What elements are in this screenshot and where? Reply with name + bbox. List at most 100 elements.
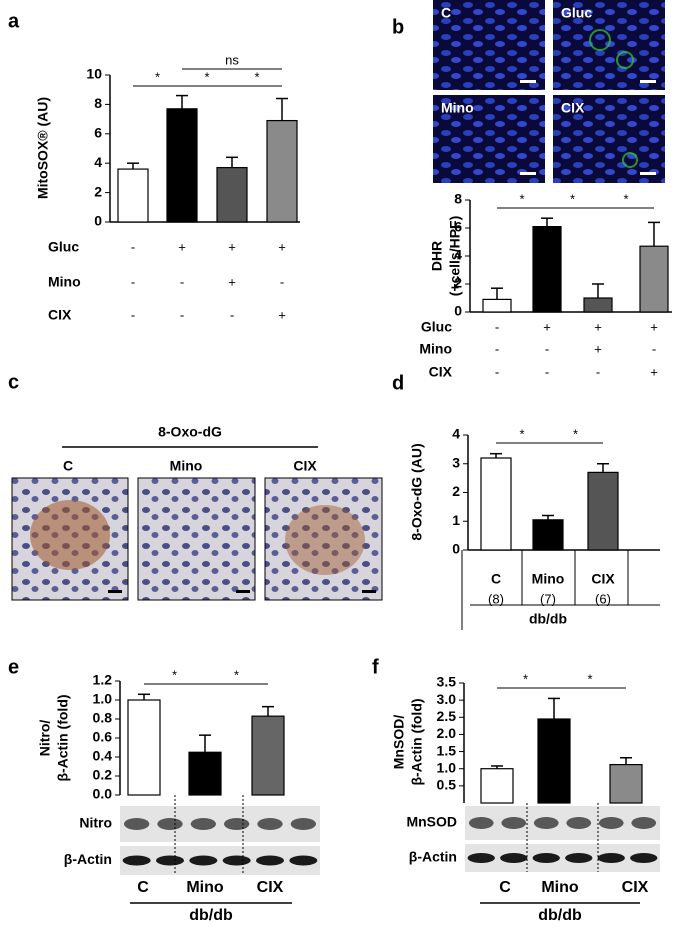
band <box>157 818 183 830</box>
significance-label: * <box>623 191 628 206</box>
y-tick-label: 8 <box>94 95 102 111</box>
y-tick-label: 2 <box>454 275 462 291</box>
treatment-name: Mino <box>48 274 81 290</box>
band <box>500 853 528 863</box>
y-tick-label: 1.0 <box>437 759 457 775</box>
y-tick-label: 4 <box>454 247 462 263</box>
y-tick-label: 4 <box>94 154 102 170</box>
bar <box>266 119 298 223</box>
treatment-sign: - <box>495 319 499 334</box>
band <box>122 855 151 866</box>
bar <box>532 226 562 313</box>
treatment-name: CIX <box>429 364 453 380</box>
y-tick-label: 0.6 <box>93 729 113 745</box>
treatment-sign: - <box>131 307 135 322</box>
band <box>467 853 495 863</box>
panel-letter: d <box>392 372 404 394</box>
y-tick-label: 1.5 <box>437 742 457 758</box>
band <box>598 817 624 829</box>
bar <box>583 297 613 313</box>
y-tick-label: 0 <box>452 541 460 557</box>
significance-label: ns <box>225 52 239 67</box>
significance-label: * <box>172 667 177 682</box>
bar <box>480 457 512 551</box>
bar <box>216 167 248 223</box>
blot-label: β-Actin <box>64 851 112 867</box>
bar <box>251 715 285 796</box>
blot-label: Nitro <box>79 815 112 831</box>
image-label: CIX <box>293 458 317 474</box>
group-label: db/db <box>538 907 582 924</box>
band <box>124 818 150 830</box>
bar <box>537 718 571 804</box>
y-axis-label: (+cells/HPF) <box>447 216 463 297</box>
y-tick-label: 0.2 <box>93 767 113 783</box>
y-tick-label: 6 <box>454 219 462 235</box>
blot-label: β-Actin <box>409 849 457 865</box>
treatment-sign: - <box>180 307 184 322</box>
micrographs-b <box>433 0 665 183</box>
category-label: C <box>491 571 501 587</box>
image-label: Mino <box>441 100 474 116</box>
treatment-sign: - <box>596 364 600 379</box>
significance-label: * <box>519 191 524 206</box>
treatment-sign: + <box>594 319 602 334</box>
y-tick-label: 2 <box>94 183 102 199</box>
treatment-sign: + <box>543 319 551 334</box>
treatment-sign: + <box>278 239 286 254</box>
bar <box>587 471 619 551</box>
y-tick-label: 8 <box>454 191 462 207</box>
blot <box>120 846 320 875</box>
treatment-sign: - <box>545 364 549 379</box>
bar <box>166 108 198 223</box>
treatment-sign: + <box>278 307 286 322</box>
treatment-sign: - <box>652 341 656 356</box>
category-label: C <box>137 879 149 896</box>
y-tick-label: 3 <box>452 454 460 470</box>
band <box>597 853 625 863</box>
bar <box>127 699 161 796</box>
bar <box>480 768 514 804</box>
treatment-sign: - <box>180 274 184 289</box>
y-tick-label: 4 <box>452 426 460 442</box>
category-label: Mino <box>541 879 579 896</box>
blot <box>465 844 660 872</box>
y-tick-label: 0.0 <box>93 786 113 802</box>
treatment-sign: + <box>594 341 602 356</box>
band <box>631 817 657 829</box>
image-label: CIX <box>561 100 585 116</box>
micrographs-c <box>11 446 383 601</box>
y-tick-label: 1 <box>452 512 460 528</box>
n-label: (7) <box>540 591 556 606</box>
band <box>533 817 559 829</box>
treatment-sign: - <box>545 341 549 356</box>
panel-letter: c <box>8 371 19 393</box>
group-label: db/db <box>189 907 233 924</box>
y-tick-label: 2.5 <box>437 708 457 724</box>
treatment-name: Gluc <box>48 239 79 255</box>
treatment-sign: - <box>280 274 284 289</box>
category-label: CIX <box>257 879 284 896</box>
y-tick-label: 0.5 <box>437 777 457 793</box>
n-label: (6) <box>595 591 611 606</box>
bar <box>532 519 564 551</box>
band <box>501 817 527 829</box>
significance-label: * <box>155 69 160 84</box>
image-label: C <box>441 5 451 21</box>
panel-letter: f <box>372 656 379 678</box>
band <box>532 853 560 863</box>
treatment-sign: + <box>228 274 236 289</box>
significance-label: * <box>204 69 209 84</box>
treatment-sign: - <box>131 274 135 289</box>
band <box>224 818 250 830</box>
y-axis-label: β-Actin (fold) <box>55 694 71 781</box>
y-tick-label: 0 <box>94 213 102 229</box>
blot-label: MnSOD <box>406 814 457 830</box>
category-label: Mino <box>532 571 565 587</box>
y-tick-label: 3.0 <box>437 691 457 707</box>
bar <box>609 763 643 804</box>
y-tick-label: 0.4 <box>93 748 113 764</box>
bar <box>639 245 669 313</box>
y-axis-label: β-Actin (fold) <box>409 698 425 785</box>
y-tick-label: 0.8 <box>93 710 113 726</box>
